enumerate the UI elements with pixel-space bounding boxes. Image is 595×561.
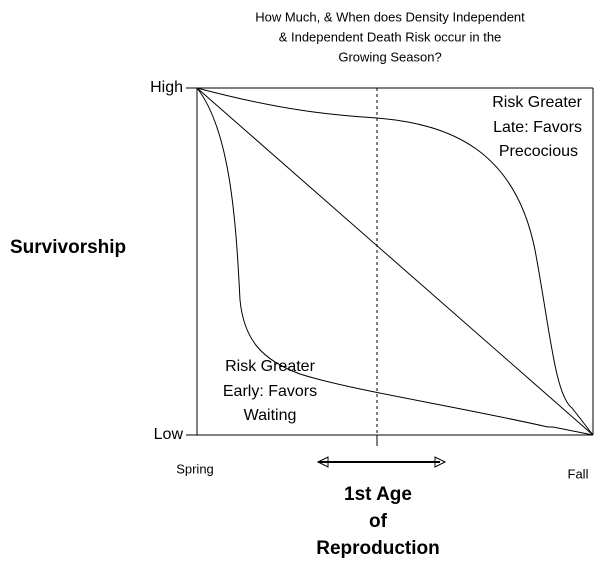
y-label: Survivorship [10, 237, 126, 258]
marker-label: of [369, 511, 388, 532]
title-line: Growing Season? [338, 49, 441, 64]
y-low: Low [154, 426, 184, 443]
annotation: Late: Favors [493, 119, 582, 136]
annotation: Risk Greater [225, 358, 315, 375]
annotation: Risk Greater [492, 94, 582, 111]
marker-label: Reproduction [316, 538, 440, 559]
early-risk-curve [196, 87, 594, 436]
annotation: Early: Favors [223, 383, 317, 400]
marker-label: 1st Age [344, 484, 412, 505]
annotation: Waiting [244, 407, 297, 424]
annotation: Precocious [499, 143, 578, 160]
x-start: Spring [176, 461, 214, 476]
x-end: Fall [568, 466, 589, 481]
late-risk-curve [196, 87, 594, 436]
title-line: How Much, & When does Density Independen… [255, 9, 525, 24]
arrow-head [434, 456, 447, 468]
y-high: High [150, 79, 183, 96]
arrow-head [316, 456, 329, 468]
title-line: & Independent Death Risk occur in the [279, 29, 502, 44]
diagonal-curve [196, 87, 594, 436]
